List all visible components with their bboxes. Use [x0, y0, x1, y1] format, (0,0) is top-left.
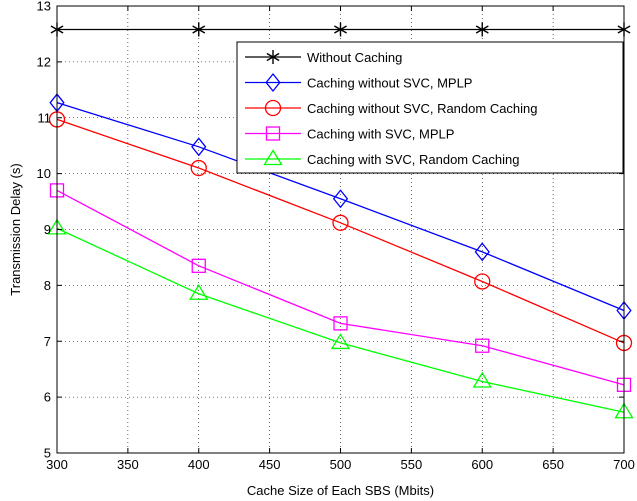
y-tick-label: 11	[38, 110, 52, 125]
star-marker	[266, 50, 280, 64]
diamond-marker	[474, 242, 490, 262]
y-tick-label: 7	[44, 334, 51, 349]
y-tick-label: 9	[44, 222, 51, 237]
x-tick-label: 550	[401, 457, 423, 472]
star-stroke	[475, 25, 489, 34]
legend-label: Caching without SVC, MPLP	[307, 76, 472, 91]
triangle-marker	[330, 333, 351, 350]
diamond-marker	[332, 189, 349, 209]
axis-ticks: 300 350 400 450 500 550 600 650 700 5 6 7 8 9 10 11 12 13	[37, 0, 635, 472]
circle-marker	[474, 273, 491, 290]
series-line	[56, 227, 625, 413]
x-tick-label: 600	[471, 457, 493, 472]
circle-marker	[264, 99, 282, 117]
y-tick-label: 8	[44, 278, 51, 293]
star-marker	[192, 22, 206, 37]
square-marker	[191, 258, 206, 273]
x-tick-label: 400	[188, 457, 210, 472]
plot-series	[47, 22, 634, 419]
triangle-marker	[472, 371, 492, 388]
square-marker	[475, 338, 490, 353]
y-tick-label: 5	[44, 446, 51, 461]
x-tick-label: 350	[117, 457, 139, 472]
triangle-marker	[189, 284, 209, 300]
circle-marker	[190, 159, 207, 177]
series-line	[56, 118, 625, 344]
x-tick-label: 500	[330, 457, 352, 472]
legend-entry: Caching without SVC, Random Caching	[245, 99, 538, 117]
star-marker	[475, 22, 489, 37]
y-tick-label: 13	[37, 0, 51, 14]
y-tick-label: 6	[44, 390, 51, 405]
series-line	[56, 189, 625, 386]
x-tick-label: 650	[542, 457, 564, 472]
star-stroke	[334, 25, 347, 34]
square-marker	[265, 126, 281, 141]
legend-entry: Without Caching	[245, 50, 402, 65]
circle-marker	[332, 214, 349, 231]
legend-box	[236, 41, 624, 174]
star-stroke	[266, 52, 280, 62]
legend-label: Caching with SVC, MPLP	[307, 127, 454, 142]
series-star	[50, 22, 631, 37]
y-tick-label: 12	[37, 54, 51, 69]
legend-label: Caching without SVC, Random Caching	[307, 101, 538, 116]
x-tick-label: 450	[259, 457, 281, 472]
diamond-marker	[191, 137, 207, 157]
legend-label: Without Caching	[307, 50, 402, 65]
legend-label: Caching with SVC, Random Caching	[307, 152, 519, 167]
square-marker	[333, 316, 348, 331]
y-axis-title: Transmission Delay (s)	[8, 163, 23, 295]
x-tick-label: 700	[613, 457, 635, 472]
star-marker	[334, 22, 347, 37]
x-axis-title: Cache Size of Each SBS (Mbits)	[247, 483, 434, 498]
series-line	[56, 102, 625, 312]
legend-entry: Caching without SVC, MPLP	[245, 72, 472, 93]
star-stroke	[192, 25, 206, 34]
diamond-marker	[265, 72, 281, 93]
legend: Without Caching Caching without SVC, MPLP…	[236, 41, 624, 174]
y-tick-label: 10	[37, 166, 51, 181]
legend-entry: Caching with SVC, Random Caching	[245, 149, 519, 167]
legend-entry: Caching with SVC, MPLP	[245, 126, 454, 142]
x-tick-label: 300	[46, 457, 68, 472]
triangle-marker	[263, 149, 283, 166]
